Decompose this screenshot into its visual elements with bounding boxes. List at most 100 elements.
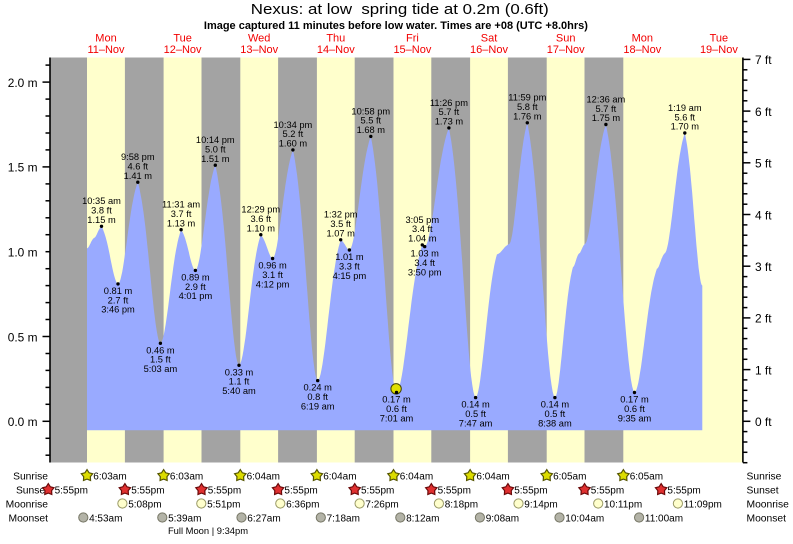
- svg-text:1.41 m: 1.41 m: [124, 171, 153, 181]
- svg-text:0.14 m: 0.14 m: [461, 400, 490, 410]
- svg-text:4:01 pm: 4:01 pm: [179, 291, 213, 301]
- svg-text:3:05 pm: 3:05 pm: [406, 215, 440, 225]
- svg-text:5:55pm: 5:55pm: [131, 485, 164, 496]
- svg-text:1.07 m: 1.07 m: [326, 229, 355, 239]
- svg-text:1.73 m: 1.73 m: [435, 117, 464, 127]
- svg-text:10:14 pm: 10:14 pm: [196, 135, 235, 145]
- svg-text:Sunset: Sunset: [747, 485, 779, 496]
- svg-text:6:03am: 6:03am: [170, 471, 203, 482]
- svg-text:Sat: Sat: [481, 33, 498, 45]
- svg-text:14–Nov: 14–Nov: [317, 44, 355, 56]
- svg-text:5.6 ft: 5.6 ft: [674, 112, 695, 122]
- svg-text:6 ft: 6 ft: [755, 105, 772, 119]
- svg-text:2.9 ft: 2.9 ft: [185, 282, 206, 292]
- svg-text:15–Nov: 15–Nov: [393, 44, 431, 56]
- svg-text:10:11pm: 10:11pm: [604, 499, 642, 510]
- svg-text:8:18pm: 8:18pm: [445, 499, 478, 510]
- svg-text:Sunrise: Sunrise: [13, 471, 48, 482]
- svg-text:Thu: Thu: [326, 33, 345, 45]
- svg-text:1.15 m: 1.15 m: [87, 215, 116, 225]
- svg-text:9:35 am: 9:35 am: [618, 413, 652, 423]
- svg-text:0.5 m: 0.5 m: [8, 330, 38, 344]
- svg-text:9:14pm: 9:14pm: [524, 499, 557, 510]
- svg-text:3.6 ft: 3.6 ft: [250, 214, 271, 224]
- svg-text:5.7 ft: 5.7 ft: [439, 107, 460, 117]
- svg-text:6:04am: 6:04am: [476, 471, 509, 482]
- svg-text:5:51pm: 5:51pm: [207, 499, 240, 510]
- svg-text:Fri: Fri: [406, 33, 419, 45]
- svg-text:0.96 m: 0.96 m: [258, 261, 287, 271]
- svg-text:1.75 m: 1.75 m: [592, 113, 621, 123]
- svg-text:5.8 ft: 5.8 ft: [517, 102, 538, 112]
- svg-text:4:15 pm: 4:15 pm: [333, 271, 367, 281]
- svg-text:1.13 m: 1.13 m: [167, 218, 196, 228]
- svg-text:2 ft: 2 ft: [755, 312, 772, 326]
- svg-text:1.76 m: 1.76 m: [513, 112, 542, 122]
- svg-text:7 ft: 7 ft: [755, 53, 772, 67]
- svg-text:6:05am: 6:05am: [630, 471, 663, 482]
- svg-text:1.03 m: 1.03 m: [410, 249, 439, 259]
- svg-text:Moonrise: Moonrise: [747, 499, 790, 510]
- svg-text:3.4 ft: 3.4 ft: [412, 224, 433, 234]
- svg-text:1.10 m: 1.10 m: [247, 223, 276, 233]
- svg-text:12:29 pm: 12:29 pm: [241, 205, 280, 215]
- svg-text:3.1 ft: 3.1 ft: [262, 270, 283, 280]
- svg-text:5.2 ft: 5.2 ft: [283, 129, 304, 139]
- svg-text:1.60 m: 1.60 m: [279, 139, 308, 149]
- svg-text:5:55pm: 5:55pm: [438, 485, 471, 496]
- svg-text:7:47 am: 7:47 am: [459, 418, 493, 428]
- svg-text:Full Moon | 9:34pm: Full Moon | 9:34pm: [168, 525, 248, 536]
- svg-text:Moonrise: Moonrise: [6, 499, 49, 510]
- svg-text:12:36 am: 12:36 am: [587, 94, 626, 104]
- svg-text:3:50 pm: 3:50 pm: [408, 267, 442, 277]
- svg-text:6:04am: 6:04am: [247, 471, 280, 482]
- svg-text:11:26 pm: 11:26 pm: [430, 98, 468, 108]
- svg-text:8:38 am: 8:38 am: [538, 418, 572, 428]
- svg-text:5:39am: 5:39am: [168, 513, 201, 524]
- svg-text:10:04am: 10:04am: [565, 513, 604, 524]
- svg-text:0.89 m: 0.89 m: [181, 272, 210, 282]
- svg-text:3.3 ft: 3.3 ft: [339, 261, 360, 271]
- svg-text:2.7 ft: 2.7 ft: [108, 295, 129, 305]
- svg-text:1:19 am: 1:19 am: [668, 103, 702, 113]
- svg-text:0.24 m: 0.24 m: [303, 383, 332, 393]
- svg-text:Moonset: Moonset: [747, 513, 787, 524]
- svg-text:8:12am: 8:12am: [406, 513, 439, 524]
- svg-text:4:12 pm: 4:12 pm: [256, 279, 290, 289]
- svg-text:4:53am: 4:53am: [89, 513, 122, 524]
- svg-text:5:40 am: 5:40 am: [222, 386, 256, 396]
- svg-text:5:55pm: 5:55pm: [55, 485, 88, 496]
- svg-text:5:55pm: 5:55pm: [208, 485, 241, 496]
- svg-text:0.6 ft: 0.6 ft: [624, 404, 645, 414]
- svg-text:5.7 ft: 5.7 ft: [596, 104, 617, 114]
- svg-text:6:27am: 6:27am: [247, 513, 280, 524]
- svg-text:0 ft: 0 ft: [755, 415, 772, 429]
- svg-text:Moonset: Moonset: [9, 513, 49, 524]
- svg-text:5:03 am: 5:03 am: [144, 364, 178, 374]
- svg-text:0.17 m: 0.17 m: [620, 395, 649, 405]
- svg-text:3.5 ft: 3.5 ft: [330, 219, 351, 229]
- svg-text:6:04am: 6:04am: [323, 471, 356, 482]
- svg-text:Sunset: Sunset: [16, 485, 48, 496]
- svg-text:0.33 m: 0.33 m: [225, 367, 254, 377]
- svg-text:16–Nov: 16–Nov: [470, 44, 508, 56]
- svg-text:5:08pm: 5:08pm: [128, 499, 161, 510]
- svg-text:2.0 m: 2.0 m: [8, 76, 38, 90]
- svg-text:Mon: Mon: [632, 33, 653, 45]
- svg-text:1.68 m: 1.68 m: [357, 125, 386, 135]
- svg-text:6:05am: 6:05am: [553, 471, 586, 482]
- svg-text:3.7 ft: 3.7 ft: [171, 209, 192, 219]
- svg-text:3.8 ft: 3.8 ft: [91, 206, 112, 216]
- svg-text:11:59 pm: 11:59 pm: [508, 93, 546, 103]
- svg-text:3:46 pm: 3:46 pm: [101, 305, 135, 315]
- svg-text:Tue: Tue: [710, 33, 729, 45]
- svg-text:1.1 ft: 1.1 ft: [229, 377, 250, 387]
- svg-text:Sunrise: Sunrise: [747, 471, 782, 482]
- svg-text:5.5 ft: 5.5 ft: [360, 116, 381, 126]
- svg-text:0.46 m: 0.46 m: [146, 345, 175, 355]
- svg-text:5:55pm: 5:55pm: [514, 485, 547, 496]
- svg-text:0.5 ft: 0.5 ft: [465, 409, 486, 419]
- svg-text:1 ft: 1 ft: [755, 363, 772, 377]
- svg-text:4 ft: 4 ft: [755, 208, 772, 222]
- svg-text:0.0 m: 0.0 m: [8, 415, 38, 429]
